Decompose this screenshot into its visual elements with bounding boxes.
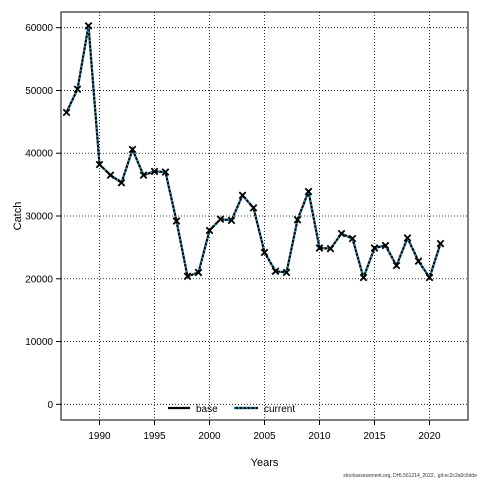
data-point-marker bbox=[183, 272, 192, 281]
legend-label-base: base bbox=[196, 404, 218, 415]
marker-stroke bbox=[150, 167, 159, 176]
grid-lines bbox=[61, 12, 468, 420]
x-tick-label: 1990 bbox=[88, 431, 111, 442]
data-point-marker bbox=[293, 215, 302, 224]
x-tick-label: 2000 bbox=[198, 431, 221, 442]
marker-stroke bbox=[271, 267, 280, 276]
y-tick-label: 50000 bbox=[25, 86, 53, 97]
marker-stroke bbox=[183, 272, 192, 281]
data-point-marker bbox=[106, 171, 115, 180]
y-tick-label: 40000 bbox=[25, 149, 53, 160]
footer-text: stockassessment.org, DHL561214_2022, .gi… bbox=[343, 473, 477, 479]
data-point-marker bbox=[249, 204, 258, 212]
data-point-marker bbox=[227, 216, 236, 225]
data-point-marker bbox=[260, 248, 269, 257]
series-line-current bbox=[65, 25, 442, 282]
x-axis-title: Years bbox=[251, 457, 279, 469]
y-tick-label: 60000 bbox=[25, 23, 53, 34]
marker-stroke bbox=[315, 244, 324, 252]
axis-ticks: 1990 1995 2000 2005 2010 2015 2020 0 10000 20000 3… bbox=[25, 23, 441, 442]
y-axis-title: Catch bbox=[12, 202, 24, 231]
data-point-marker bbox=[370, 244, 379, 252]
data-point-marker bbox=[128, 145, 137, 154]
data-point-marker bbox=[282, 268, 291, 277]
data-point-marker bbox=[315, 244, 324, 252]
marker-stroke bbox=[139, 171, 148, 180]
marker-stroke bbox=[216, 215, 225, 223]
y-tick-label: 30000 bbox=[25, 212, 53, 223]
data-point-marker bbox=[238, 191, 247, 200]
marker-stroke bbox=[414, 257, 423, 266]
marker-stroke bbox=[293, 215, 302, 224]
data-point-marker bbox=[117, 178, 126, 187]
data-point-marker bbox=[348, 234, 357, 243]
marker-stroke bbox=[128, 145, 137, 154]
marker-stroke bbox=[95, 160, 104, 169]
series-line-base bbox=[65, 24, 442, 279]
marker-stroke bbox=[436, 239, 445, 248]
marker-stroke bbox=[326, 244, 335, 253]
data-point-marker bbox=[73, 85, 82, 94]
data-point-marker bbox=[403, 234, 412, 242]
x-tick-label: 2020 bbox=[418, 431, 441, 442]
data-point-marker bbox=[150, 167, 159, 176]
data-point-marker bbox=[414, 257, 423, 266]
marker-stroke bbox=[172, 217, 181, 225]
legend-label-current: current bbox=[264, 404, 295, 415]
data-point-marker bbox=[271, 267, 280, 276]
marker-stroke bbox=[392, 261, 401, 270]
data-point-marker bbox=[359, 273, 368, 282]
data-markers bbox=[62, 21, 445, 282]
marker-stroke bbox=[84, 21, 93, 30]
marker-stroke bbox=[348, 234, 357, 243]
data-point-marker bbox=[381, 241, 390, 250]
marker-stroke bbox=[117, 178, 126, 187]
marker-stroke bbox=[260, 248, 269, 257]
y-tick-label: 20000 bbox=[25, 274, 53, 285]
y-tick-label: 10000 bbox=[25, 337, 53, 348]
data-point-marker bbox=[216, 215, 225, 223]
marker-stroke bbox=[194, 268, 203, 277]
series-lines bbox=[65, 24, 442, 282]
marker-stroke bbox=[62, 108, 71, 117]
marker-stroke bbox=[370, 244, 379, 252]
plot-frame bbox=[60, 11, 469, 421]
data-point-marker bbox=[139, 171, 148, 180]
marker-stroke bbox=[73, 85, 82, 94]
data-point-marker bbox=[84, 21, 93, 30]
marker-stroke bbox=[359, 273, 368, 282]
y-tick-label: 0 bbox=[47, 400, 53, 411]
data-point-marker bbox=[194, 268, 203, 277]
marker-stroke bbox=[227, 216, 236, 225]
data-point-marker bbox=[304, 187, 313, 196]
marker-stroke bbox=[238, 191, 247, 200]
x-tick-label: 2005 bbox=[253, 431, 276, 442]
x-tick-label: 1995 bbox=[143, 431, 166, 442]
marker-stroke bbox=[337, 229, 346, 238]
data-point-marker bbox=[62, 108, 71, 117]
marker-stroke bbox=[304, 187, 313, 196]
x-tick-label: 2015 bbox=[363, 431, 386, 442]
marker-stroke bbox=[205, 226, 214, 235]
data-point-marker bbox=[425, 273, 434, 282]
x-tick-label: 2010 bbox=[308, 431, 331, 442]
marker-stroke bbox=[161, 168, 170, 176]
data-point-marker bbox=[436, 239, 445, 248]
marker-stroke bbox=[381, 241, 390, 250]
data-point-marker bbox=[205, 226, 214, 235]
marker-stroke bbox=[403, 234, 412, 242]
marker-stroke bbox=[249, 204, 258, 212]
data-point-marker bbox=[326, 244, 335, 253]
marker-stroke bbox=[106, 171, 115, 180]
data-point-marker bbox=[161, 168, 170, 176]
data-point-marker bbox=[172, 217, 181, 225]
data-point-marker bbox=[337, 229, 346, 238]
legend: base current bbox=[168, 404, 295, 415]
data-point-marker bbox=[392, 261, 401, 270]
marker-stroke bbox=[282, 268, 291, 277]
data-point-marker bbox=[95, 160, 104, 169]
marker-stroke bbox=[425, 273, 434, 282]
